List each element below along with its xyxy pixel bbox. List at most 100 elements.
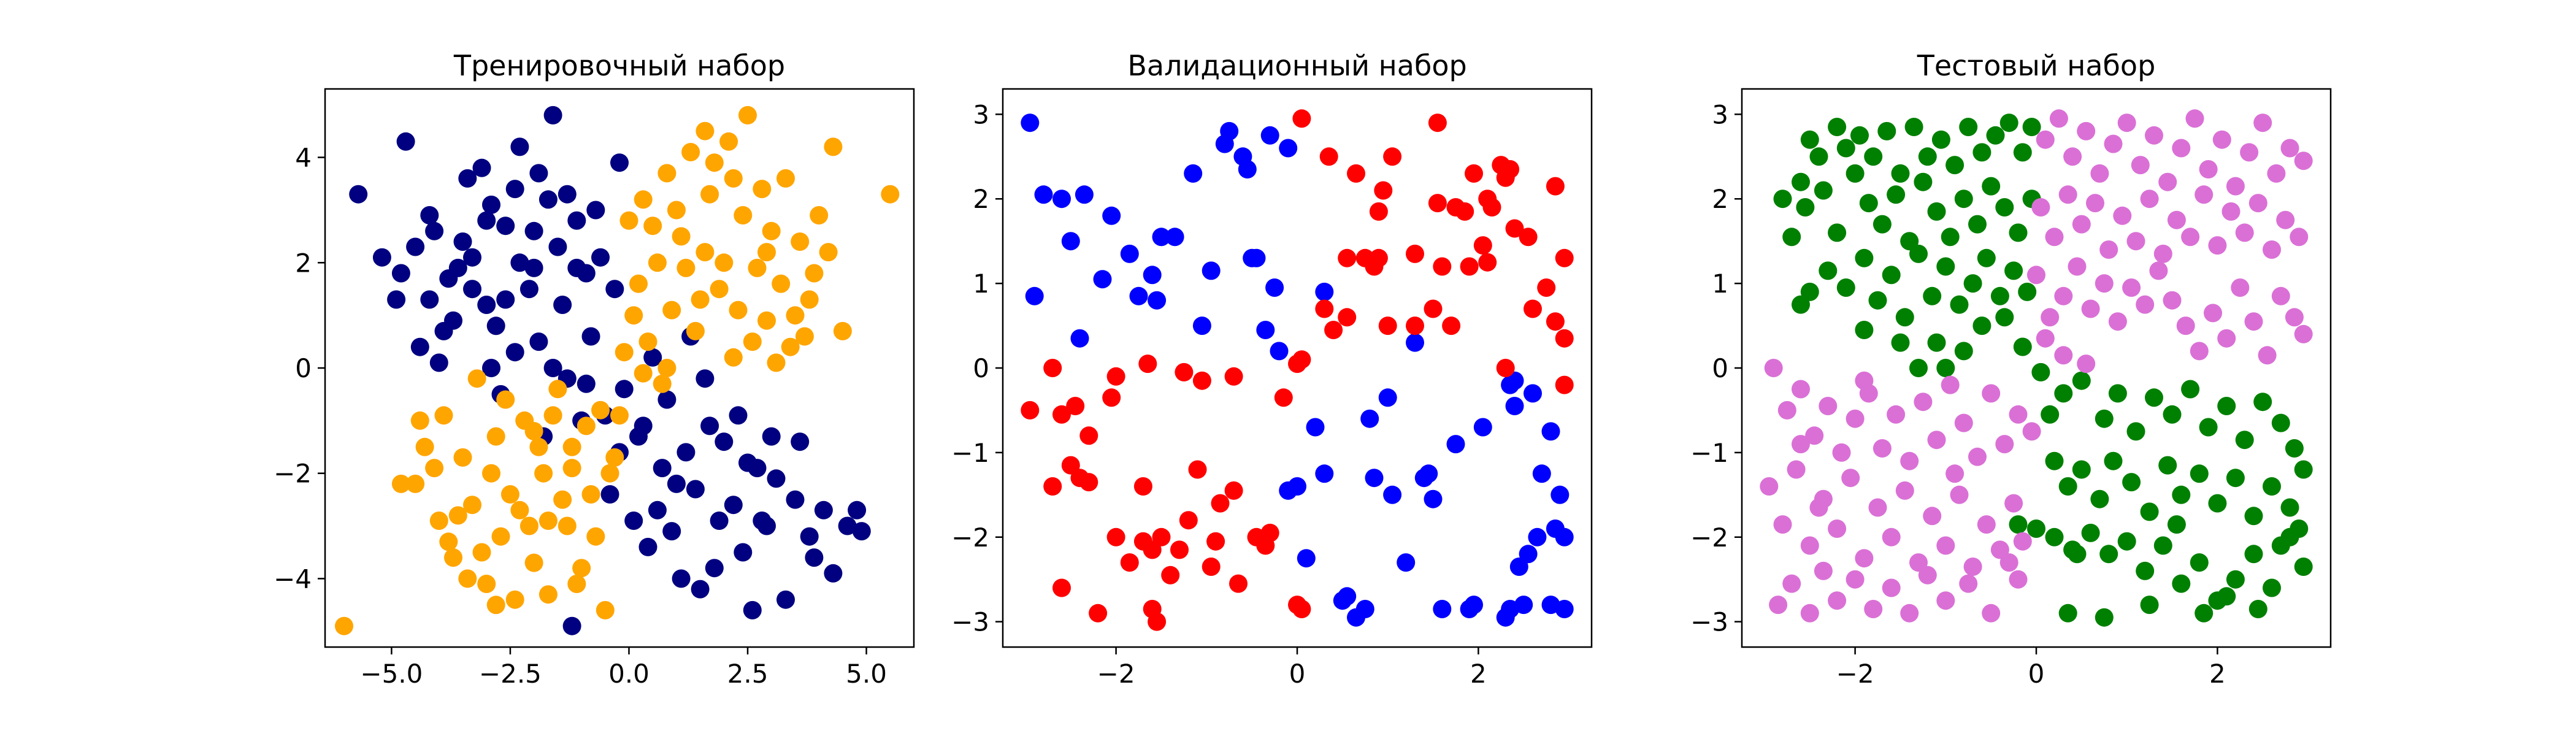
data-point [1260,126,1279,145]
data-point [2104,134,2123,153]
data-point [791,232,810,251]
data-point [1814,181,1833,200]
y-tick-label: 3 [973,99,989,129]
data-point [2208,494,2227,513]
data-point [1292,109,1311,128]
data-point [1800,604,1819,623]
data-point [1855,321,1874,339]
data-point [477,575,496,593]
data-point [406,474,425,493]
data-point [586,201,605,220]
data-point [519,516,539,535]
data-point [824,564,843,583]
data-point [800,527,819,546]
data-point [453,232,472,251]
data-point [553,490,572,509]
data-point [2068,545,2087,564]
data-point [1868,498,1887,517]
data-point [819,243,838,262]
data-point [724,348,743,367]
data-point [1977,515,1996,534]
data-point [548,237,567,256]
data-point [1995,198,2014,217]
data-point [1120,244,1139,263]
data-point [1433,600,1452,618]
data-point [657,359,677,377]
data-point [1133,532,1152,551]
data-point [833,321,852,340]
data-point [705,559,724,578]
data-point [1891,333,1910,352]
data-point [2158,456,2177,475]
y-tick-label: 1 [1712,269,1728,299]
data-point [591,401,610,420]
data-point [1864,600,1883,618]
data-point [2280,139,2299,158]
data-point [1959,118,1978,136]
data-point [1505,397,1524,415]
data-point [1292,600,1311,618]
data-point [643,217,662,236]
data-point [1819,397,1838,415]
data-point [772,274,791,293]
chart-panel-1: Тренировочный набор −5.0 −2.5 0.0 2.5 5.0 −4 −2… [274,49,915,689]
data-point [672,569,691,588]
data-point [1374,181,1393,200]
data-point [1365,469,1384,488]
data-point [2058,477,2077,496]
data-point [1478,253,1497,272]
data-point [619,211,638,230]
series-1 [1773,113,2313,627]
data-point [2041,308,2060,327]
data-point [1760,477,1779,496]
data-point [2149,261,2168,280]
data-point [1089,604,1108,623]
series-2 [335,105,900,635]
data-point [2145,388,2163,407]
data-point [2027,266,2045,285]
data-point [1941,375,1960,394]
data-point [805,548,824,567]
data-point [1079,426,1098,445]
data-point [1841,469,1860,488]
data-point [1887,185,1906,204]
data-point [467,369,486,388]
data-point [805,264,824,283]
data-point [1021,113,1040,132]
data-point [1773,190,1792,209]
data-point [496,390,515,409]
data-point [2031,198,2050,217]
data-point [486,427,505,446]
data-point [581,327,600,346]
data-point [1256,321,1275,339]
x-tick-label: −2 [1836,659,1874,689]
data-point [1075,185,1094,204]
data-point [729,406,748,425]
data-point [482,195,500,214]
data-point [1918,147,1937,166]
data-point [700,416,719,435]
data-point [2163,405,2182,424]
data-point [1931,130,1950,149]
data-point [1433,257,1452,276]
data-point [2235,431,2254,450]
data-point [510,137,529,156]
data-point [524,422,543,440]
data-point [1229,574,1248,593]
data-point [2163,291,2182,310]
data-point [624,512,643,530]
data-point [2140,596,2159,615]
data-point [486,316,505,335]
data-point [643,348,662,367]
data-point [2153,244,2172,263]
data-point [1990,286,2009,305]
data-point [1021,401,1040,420]
data-point [1555,375,1574,394]
data-point [2009,570,2028,589]
data-point [2145,126,2163,145]
data-point [2086,194,2104,213]
data-point [1546,519,1565,538]
data-point [1796,198,1815,217]
data-point [2226,570,2245,589]
data-point [800,290,819,309]
